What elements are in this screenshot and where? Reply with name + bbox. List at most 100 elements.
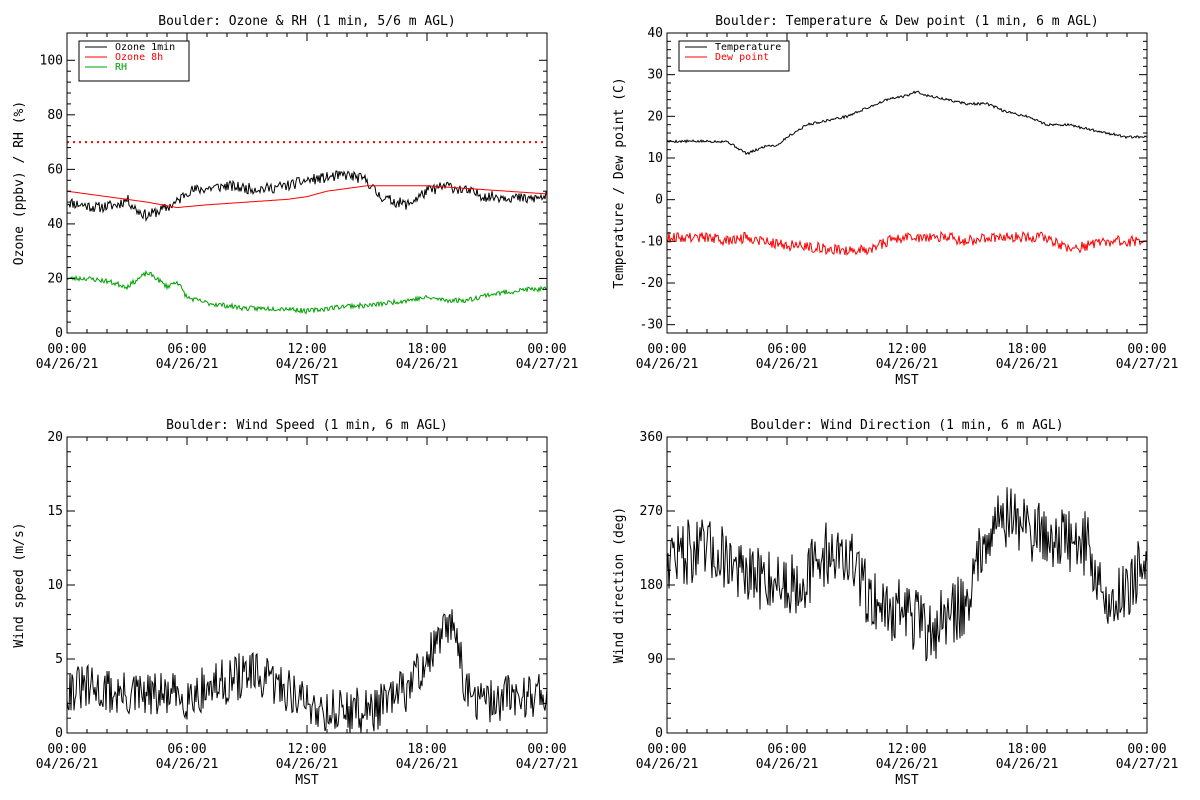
y-tick-label: 100 <box>40 53 63 68</box>
x-tick-date: 04/27/21 <box>516 357 579 372</box>
y-tick-label: -30 <box>640 318 663 333</box>
y-tick-label: 15 <box>47 504 63 519</box>
series-line-data <box>667 487 1147 662</box>
x-tick-time: 06:00 <box>767 742 806 757</box>
x-tick-time: 12:00 <box>887 342 926 357</box>
y-tick-label: 360 <box>640 430 663 445</box>
x-axis-label: MST <box>295 773 319 788</box>
x-tick-time: 00:00 <box>527 742 566 757</box>
y-tick-label: 90 <box>647 652 663 667</box>
x-tick-time: 00:00 <box>47 342 86 357</box>
y-axis-label: Wind speed (m/s) <box>12 522 27 647</box>
x-tick-time: 18:00 <box>407 342 446 357</box>
x-tick-date: 04/27/21 <box>1116 357 1179 372</box>
legend-entry: Dew point <box>715 52 769 63</box>
x-axis-label: MST <box>295 373 319 388</box>
plot-frame <box>666 436 1148 734</box>
y-tick-label: 5 <box>55 652 63 667</box>
y-tick-label: 40 <box>47 217 63 232</box>
y-tick-label: 10 <box>647 151 663 166</box>
x-tick-time: 00:00 <box>1127 342 1166 357</box>
x-tick-date: 04/26/21 <box>756 757 819 772</box>
series-line-ozone-8h <box>67 185 547 208</box>
y-tick-label: 60 <box>47 162 63 177</box>
plot-area <box>67 170 547 315</box>
chart-title: Boulder: Wind Speed (1 min, 6 m AGL) <box>166 418 448 433</box>
x-tick-date: 04/26/21 <box>876 357 939 372</box>
x-tick-time: 18:00 <box>1007 742 1046 757</box>
y-tick-label: 270 <box>640 504 663 519</box>
x-tick-time: 18:00 <box>407 742 446 757</box>
y-tick-label: -20 <box>640 276 663 291</box>
x-tick-date: 04/26/21 <box>156 757 219 772</box>
x-tick-date: 04/26/21 <box>396 357 459 372</box>
y-tick-label: 20 <box>47 271 63 286</box>
y-axis-label: Ozone (ppbv) / RH (%) <box>12 101 27 265</box>
series-line-dew-point <box>667 230 1147 256</box>
y-axis-label: Wind direction (deg) <box>612 507 627 664</box>
x-tick-time: 06:00 <box>767 342 806 357</box>
chart-title: Boulder: Temperature & Dew point (1 min,… <box>715 14 1099 29</box>
y-tick-label: 20 <box>647 109 663 124</box>
x-tick-time: 00:00 <box>527 342 566 357</box>
series-line-temperature <box>667 90 1147 156</box>
y-axis-label: Temperature / Dew point (C) <box>612 77 627 288</box>
x-tick-date: 04/26/21 <box>36 757 99 772</box>
x-tick-date: 04/27/21 <box>516 757 579 772</box>
x-tick-date: 04/27/21 <box>1116 757 1179 772</box>
chart-title: Boulder: Wind Direction (1 min, 6 m AGL) <box>750 418 1063 433</box>
legend-box <box>78 40 190 82</box>
x-axis-label: MST <box>895 373 919 388</box>
x-tick-date: 04/26/21 <box>156 357 219 372</box>
series-line-rh <box>67 269 547 315</box>
chart-panel-3: Boulder: Wind Speed (1 min, 6 m AGL) 0 5 10… <box>12 418 578 788</box>
x-tick-date: 04/26/21 <box>756 357 819 372</box>
legend-entry: RH <box>115 62 127 73</box>
y-tick-label: 180 <box>640 578 663 593</box>
x-tick-date: 04/26/21 <box>636 757 699 772</box>
chart-panel-2: Boulder: Temperature & Dew point (1 min,… <box>612 14 1178 388</box>
x-tick-date: 04/26/21 <box>996 757 1059 772</box>
chart-panel-4: Boulder: Wind Direction (1 min, 6 m AGL)… <box>612 418 1178 788</box>
legend-entry: Temperature <box>715 42 781 53</box>
x-tick-date: 04/26/21 <box>276 357 339 372</box>
y-tick-label: 10 <box>47 578 63 593</box>
plot-area <box>667 90 1147 256</box>
y-tick-label: 40 <box>647 26 663 41</box>
x-tick-date: 04/26/21 <box>396 757 459 772</box>
x-tick-date: 04/26/21 <box>996 357 1059 372</box>
x-tick-time: 12:00 <box>287 742 326 757</box>
x-tick-time: 06:00 <box>167 742 206 757</box>
chart-title: Boulder: Ozone & RH (1 min, 5/6 m AGL) <box>158 14 455 29</box>
plot-frame <box>666 32 1148 334</box>
x-axis-label: MST <box>895 773 919 788</box>
y-tick-label: 30 <box>647 68 663 83</box>
y-tick-label: 0 <box>655 726 663 741</box>
x-tick-time: 12:00 <box>287 342 326 357</box>
x-tick-date: 04/26/21 <box>276 757 339 772</box>
plot-area <box>667 487 1147 662</box>
x-tick-time: 00:00 <box>1127 742 1166 757</box>
x-tick-time: 00:00 <box>47 742 86 757</box>
x-tick-date: 04/26/21 <box>636 357 699 372</box>
x-tick-time: 06:00 <box>167 342 206 357</box>
plot-area <box>67 609 547 733</box>
y-tick-label: 0 <box>55 726 63 741</box>
x-tick-time: 18:00 <box>1007 342 1046 357</box>
chart-panel-1: Boulder: Ozone & RH (1 min, 5/6 m AGL) 0 2… <box>12 14 578 388</box>
x-tick-date: 04/26/21 <box>876 757 939 772</box>
series-line-data <box>67 609 547 733</box>
series-line-ozone-1min <box>67 170 547 223</box>
y-tick-label: -10 <box>640 234 663 249</box>
y-tick-label: 20 <box>47 430 63 445</box>
legend-entry: Ozone 1min <box>115 42 175 53</box>
x-tick-time: 00:00 <box>647 742 686 757</box>
x-tick-time: 12:00 <box>887 742 926 757</box>
x-tick-time: 00:00 <box>647 342 686 357</box>
x-tick-date: 04/26/21 <box>36 357 99 372</box>
y-tick-label: 0 <box>55 326 63 341</box>
legend-box <box>678 40 790 72</box>
